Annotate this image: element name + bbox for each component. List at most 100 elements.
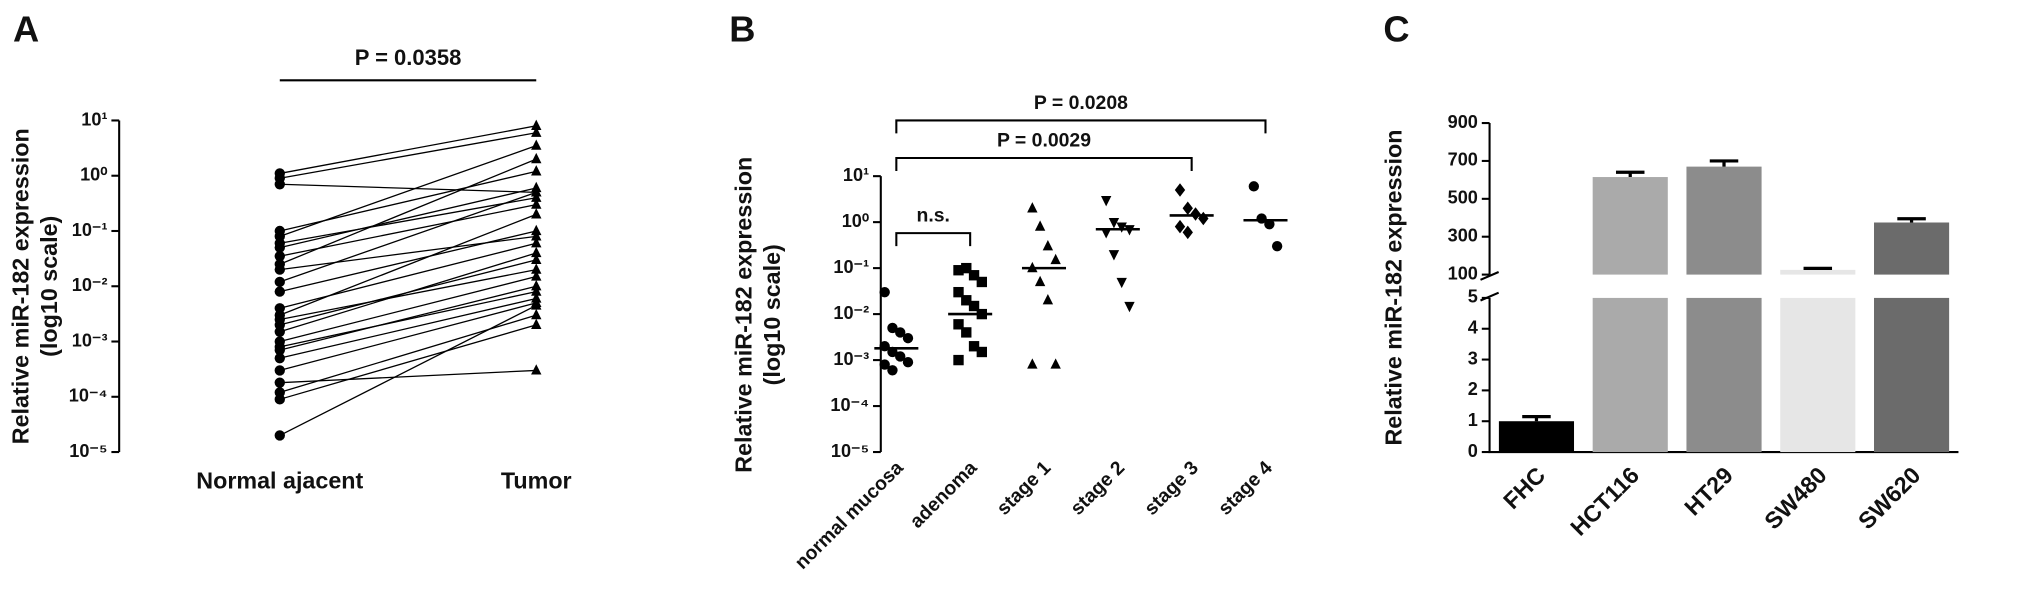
marker [1100,228,1112,239]
marker [531,253,542,265]
marker [531,237,542,248]
marker [902,332,914,344]
marker [1182,225,1193,240]
pair-line [279,230,537,293]
marker [531,165,542,176]
pair-line [279,191,537,283]
marker [1042,239,1054,251]
marker [531,263,542,274]
marker [968,341,980,352]
marker [968,300,980,312]
marker [274,344,285,356]
y-tick-label: 10⁻³ [833,349,869,369]
marker [1190,207,1201,221]
marker [531,139,542,150]
y-tick-label: 10¹ [843,165,869,185]
pair-line [279,304,537,436]
annotation: P = 0.0358 [355,45,462,70]
y-axis-label: (log10 scale) [36,216,62,357]
y-tick-label: 10⁻¹ [833,257,869,277]
pair-line [279,314,537,394]
x-tick-label: stage 4 [1214,457,1277,520]
marker [1174,183,1186,197]
y-axis-label: Relative miR-182 expression [730,157,756,473]
y-axis-label: Relative miR-182 expression [8,128,34,444]
pair-line [279,242,537,309]
pair-line [279,285,537,351]
y-tick-label: 10¹ [81,109,107,129]
y-tick-label: 10⁻³ [72,330,108,350]
marker [1050,358,1061,369]
marker [976,276,988,288]
bar [1874,297,1950,453]
marker [531,152,542,164]
marker [953,265,964,276]
panel-letter: B [729,8,755,49]
y-tick-label: 10⁻¹ [72,220,108,240]
marker [902,357,914,368]
pair-line [279,275,537,343]
pair-line [279,268,537,321]
marker [531,224,542,236]
marker [1034,220,1046,231]
pair-line [279,297,537,359]
pair-line [279,302,537,372]
marker [1027,202,1038,213]
bracket [895,119,1267,134]
marker [953,354,964,366]
bar [1780,297,1856,453]
y-tick-label: 5 [1468,287,1478,307]
marker [274,377,285,388]
marker [1042,294,1054,305]
pair-line [279,197,537,244]
marker [531,246,542,258]
error-bar [1803,266,1833,270]
marker [274,394,285,405]
error-bar [1709,159,1739,167]
marker [887,322,898,334]
marker [976,346,988,358]
pair-line [279,290,537,348]
annotation: n.s. [917,204,950,226]
marker [274,365,285,376]
marker [1182,201,1193,216]
marker [887,365,898,376]
pair-line [279,183,537,194]
y-tick-label: 4 [1468,318,1478,338]
annotation: P = 0.0029 [997,129,1091,151]
pair-line [279,203,537,257]
marker [1108,250,1120,261]
x-tick-label: adenoma [906,457,982,533]
marker [531,198,542,209]
bar [1874,222,1950,275]
marker [1116,222,1127,233]
y-tick-label: 10⁰ [80,165,107,185]
x-tick-label: HT29 [1679,462,1738,521]
y-tick-label: 2 [1468,379,1478,399]
marker [274,276,285,288]
marker [531,126,542,137]
x-tick-label: normal mucosa [791,457,908,574]
pair-line [279,235,537,271]
error-bar [1615,170,1645,178]
error-bar [1897,217,1926,223]
y-tick-label: 1 [1468,410,1478,430]
marker [531,230,542,241]
y-tick-label: 10⁻⁴ [830,395,869,415]
y-tick-label: 10⁻² [833,303,869,323]
marker [531,364,542,375]
marker [531,280,542,291]
axis-break [1480,271,1500,302]
marker [531,285,542,296]
marker [531,318,542,330]
y-tick-label: 0 [1468,441,1478,461]
marker [895,327,906,338]
marker [531,208,542,219]
marker [953,286,964,298]
marker [274,286,285,297]
y-tick-label: 500 [1448,188,1478,208]
marker [274,430,285,441]
y-tick-label: 900 [1448,112,1478,132]
bar [1686,297,1762,453]
y-tick-label: 100 [1448,263,1478,283]
